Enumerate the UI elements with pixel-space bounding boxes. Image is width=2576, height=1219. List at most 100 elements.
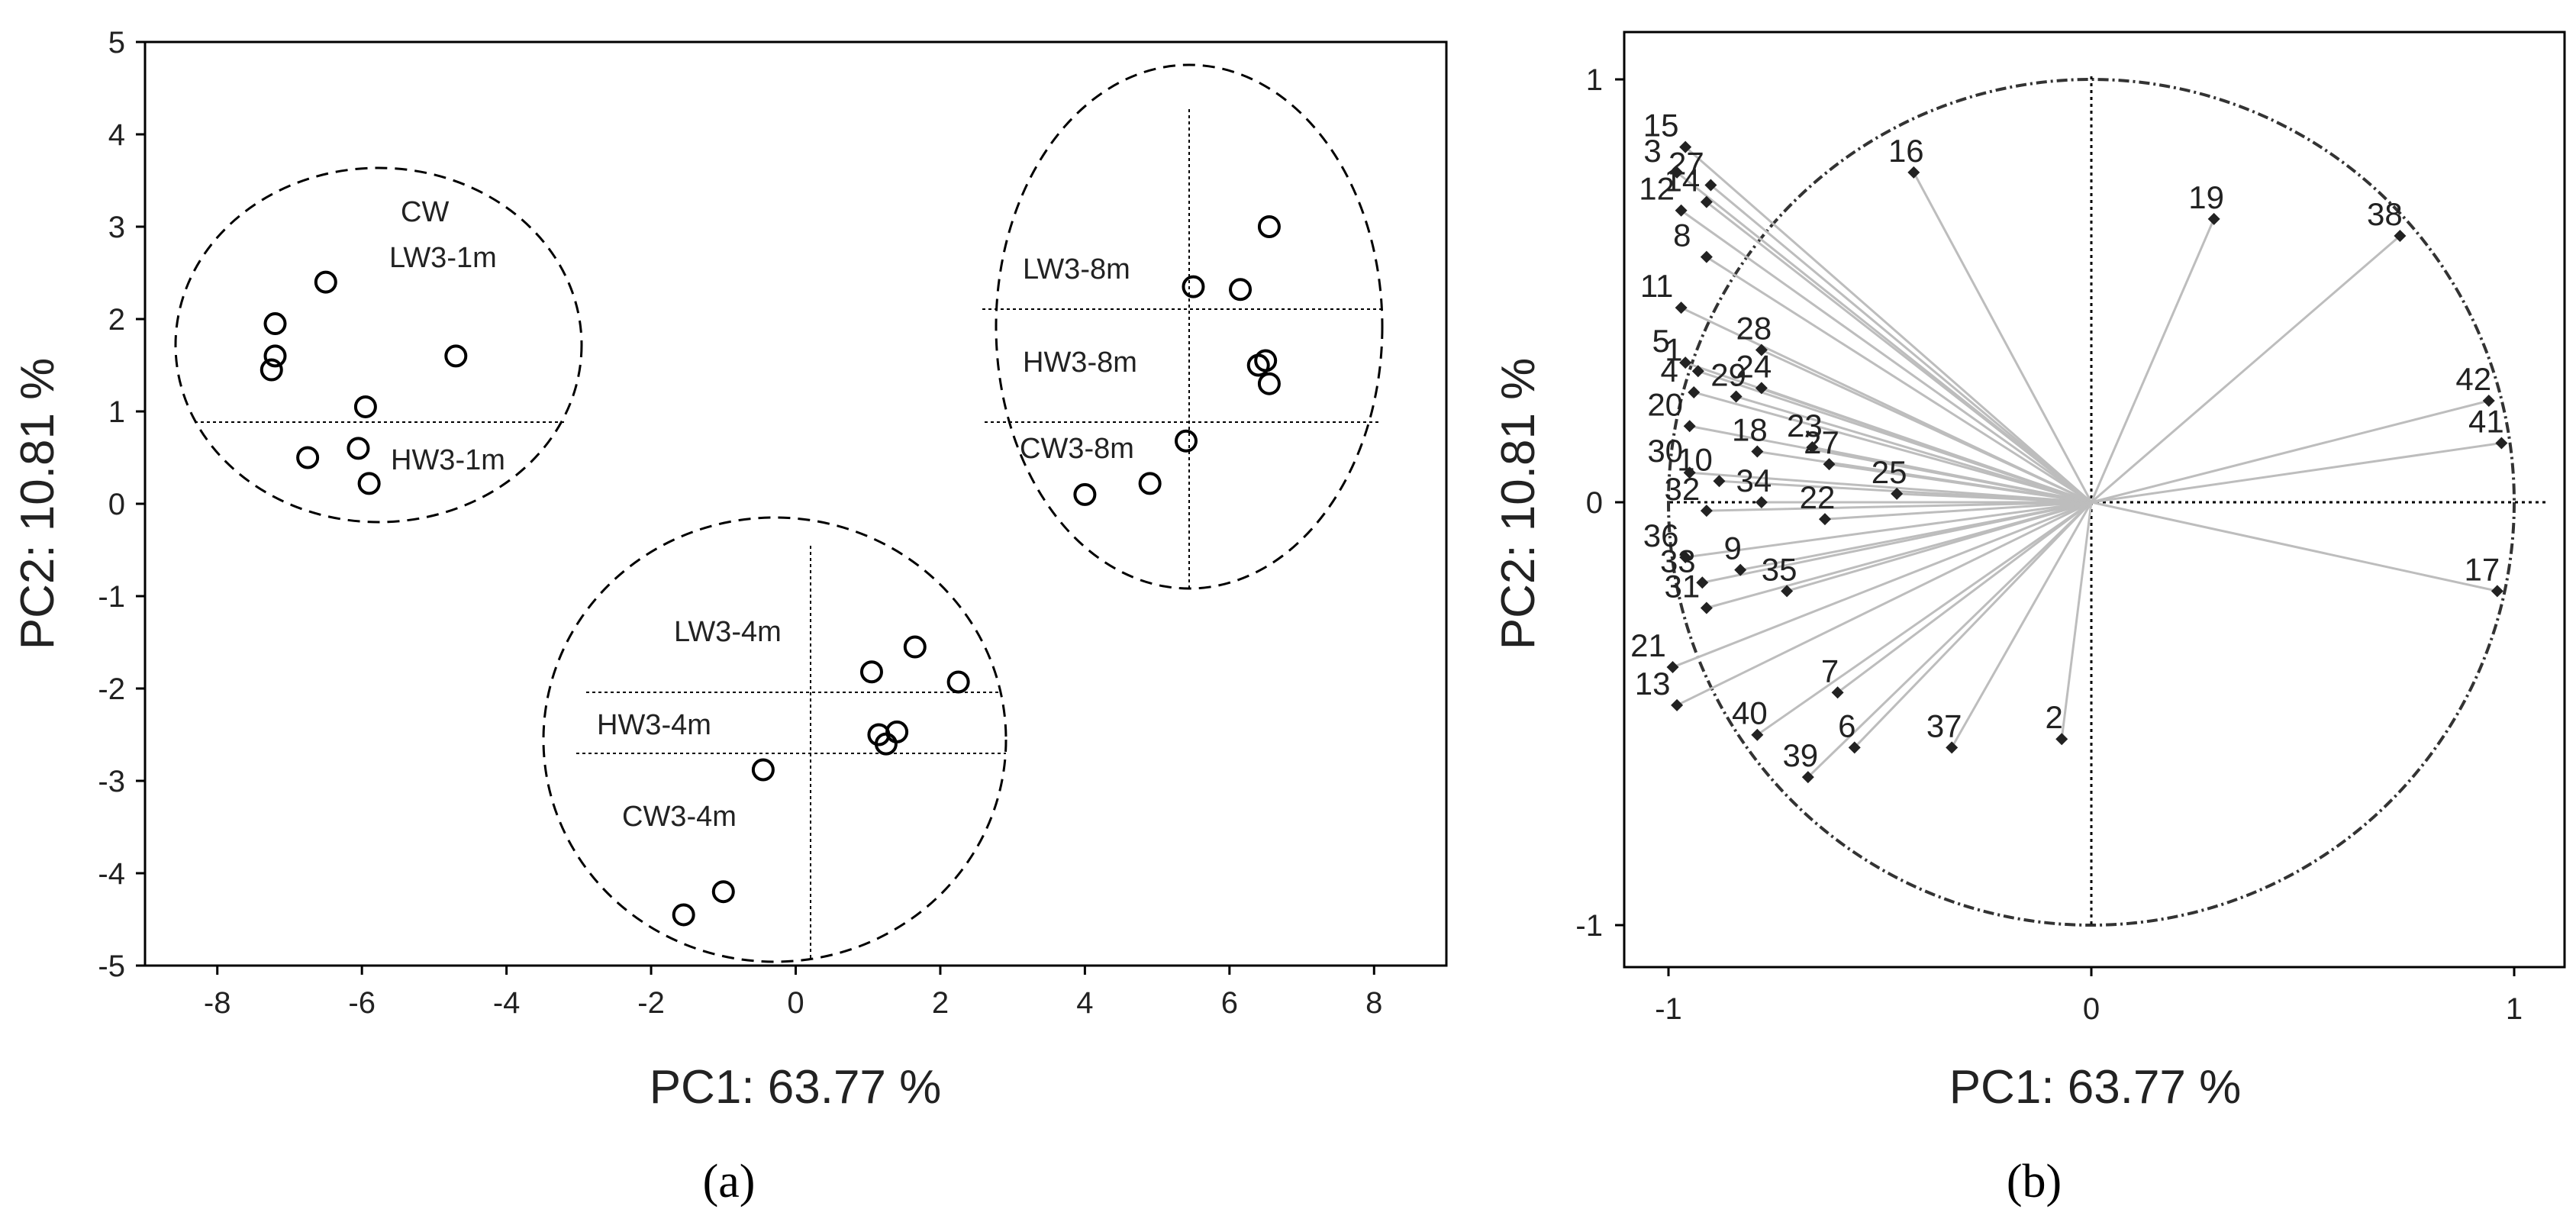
loading-label: 4 bbox=[1661, 353, 1678, 389]
panel-b-y-tick-label: 0 bbox=[1586, 486, 1603, 520]
loading-marker bbox=[1700, 195, 1713, 208]
score-point bbox=[347, 437, 370, 460]
loading-vector bbox=[1736, 395, 2092, 504]
loading-label: 17 bbox=[2464, 551, 2500, 587]
group-label-cw3-8m: CW3-8m bbox=[1020, 433, 1134, 465]
loading-marker bbox=[1683, 466, 1696, 479]
score-point bbox=[314, 270, 337, 294]
loading-label: 13 bbox=[1635, 666, 1671, 701]
group-4m-ellipse bbox=[542, 516, 1008, 963]
loading-marker bbox=[1675, 302, 1688, 314]
loading-marker bbox=[1831, 686, 1844, 699]
loading-marker bbox=[1675, 204, 1688, 217]
loading-marker bbox=[1666, 661, 1679, 674]
loading-label: 38 bbox=[2367, 196, 2403, 232]
panel-a-y-tick-label: -4 bbox=[98, 857, 125, 891]
panel-a-x-tick-label: -2 bbox=[637, 986, 665, 1020]
loading-vector bbox=[2090, 218, 2216, 503]
loading-label: 29 bbox=[1710, 357, 1746, 393]
loading-vector bbox=[2091, 501, 2498, 592]
panel-b-x-tick-label: 0 bbox=[2083, 992, 2100, 1026]
loading-label: 8 bbox=[1673, 218, 1691, 253]
panel-a-y-tick-label: -3 bbox=[98, 765, 125, 798]
panel-a-plot-frame bbox=[143, 40, 1448, 967]
loading-marker bbox=[1671, 698, 1684, 711]
loading-vector bbox=[1685, 146, 2092, 504]
panel-a-group-ellipses bbox=[174, 63, 1384, 963]
loading-label: 10 bbox=[1677, 441, 1713, 477]
score-point bbox=[296, 446, 320, 469]
loading-marker bbox=[1801, 771, 1814, 784]
loading-label: 2 bbox=[2046, 699, 2063, 735]
loading-marker bbox=[1700, 250, 1713, 263]
loading-marker bbox=[1713, 475, 1726, 488]
loading-label: 22 bbox=[1800, 479, 1836, 515]
panel-a-y-tick-label: 0 bbox=[108, 488, 125, 521]
panel-a-points bbox=[260, 215, 1281, 927]
score-point bbox=[1073, 482, 1097, 506]
loading-label: 21 bbox=[1630, 627, 1666, 663]
score-point bbox=[946, 670, 970, 694]
loading-marker bbox=[1755, 343, 1768, 356]
loading-label: 40 bbox=[1732, 695, 1768, 731]
correlation-circle bbox=[1667, 78, 2516, 927]
panel-a-x-tick-label: -4 bbox=[493, 986, 521, 1020]
panel-a-x-tick-label: 8 bbox=[1365, 986, 1382, 1020]
loading-vector bbox=[1757, 450, 2092, 504]
loading-vector bbox=[1672, 501, 2092, 669]
loading-marker bbox=[1848, 741, 1861, 754]
loading-marker bbox=[1700, 505, 1713, 518]
loading-marker bbox=[1734, 563, 1747, 576]
panel-a-x-tick-label: 2 bbox=[932, 986, 949, 1020]
loading-marker bbox=[2495, 437, 2508, 450]
panel-a-x-tick-label: 4 bbox=[1076, 986, 1093, 1020]
group-1m-ellipse bbox=[174, 166, 583, 524]
score-point bbox=[859, 660, 883, 684]
loading-label: 24 bbox=[1736, 348, 1772, 384]
panel-a-ticks: -8 -6 -4 -2 0 2 4 6 8 -5 -4 -3 -2 -1 0 1 2 3 4 5 bbox=[98, 26, 1382, 1020]
group-label-hw3-4m: HW3-4m bbox=[597, 709, 711, 741]
panel-b-loading-markers bbox=[1666, 140, 2508, 784]
group-label-hw3-8m: HW3-8m bbox=[1023, 347, 1137, 379]
loading-marker bbox=[1696, 576, 1709, 589]
loading-label: 1 bbox=[1665, 331, 1682, 367]
loading-vector bbox=[1710, 184, 2092, 504]
loading-marker bbox=[1755, 382, 1768, 395]
loading-label: 42 bbox=[2455, 361, 2491, 397]
loading-label: 14 bbox=[1665, 163, 1701, 198]
score-point bbox=[1257, 215, 1281, 238]
loading-vector bbox=[1853, 501, 2093, 749]
group-label-cw3-4m: CW3-4m bbox=[622, 801, 737, 833]
loading-marker bbox=[1704, 179, 1717, 192]
loading-label: 35 bbox=[1762, 551, 1797, 587]
loading-vector bbox=[1689, 424, 2092, 504]
loading-label: 3 bbox=[1643, 133, 1661, 169]
loading-label: 39 bbox=[1782, 737, 1818, 773]
panel-b-loading-vectors bbox=[1672, 146, 2502, 779]
score-point bbox=[1257, 372, 1281, 395]
loading-marker bbox=[1679, 140, 1692, 153]
loading-marker bbox=[2491, 585, 2503, 598]
panel-a-y-tick-label: 3 bbox=[108, 211, 125, 244]
loading-vector bbox=[1705, 201, 2092, 504]
panel-a-caption: (a) bbox=[703, 1156, 756, 1208]
loading-vector bbox=[1685, 501, 2092, 559]
loading-label: 36 bbox=[1643, 518, 1679, 553]
loading-vector bbox=[1824, 501, 2092, 521]
loading-label: 16 bbox=[1888, 133, 1924, 169]
panel-b-y-tick-label: 1 bbox=[1586, 63, 1603, 97]
panel-b-x-axis-label: PC1: 63.77 % bbox=[1949, 1061, 2242, 1114]
loading-label: 30 bbox=[1647, 433, 1683, 469]
group-label-lw3-1m: LW3-1m bbox=[389, 242, 497, 274]
score-point bbox=[263, 344, 287, 368]
panel-a-y-tick-label: 4 bbox=[108, 118, 125, 152]
loading-label: 7 bbox=[1821, 653, 1839, 689]
group-8m-ellipse bbox=[995, 63, 1384, 590]
panel-b-caption: (b) bbox=[2007, 1156, 2062, 1208]
loading-vector bbox=[2091, 399, 2490, 504]
loading-marker bbox=[1751, 728, 1764, 741]
loading-label: 32 bbox=[1665, 471, 1701, 507]
score-point bbox=[751, 758, 775, 782]
score-point bbox=[1229, 278, 1253, 302]
panel-a-x-tick-label: 0 bbox=[787, 986, 804, 1020]
